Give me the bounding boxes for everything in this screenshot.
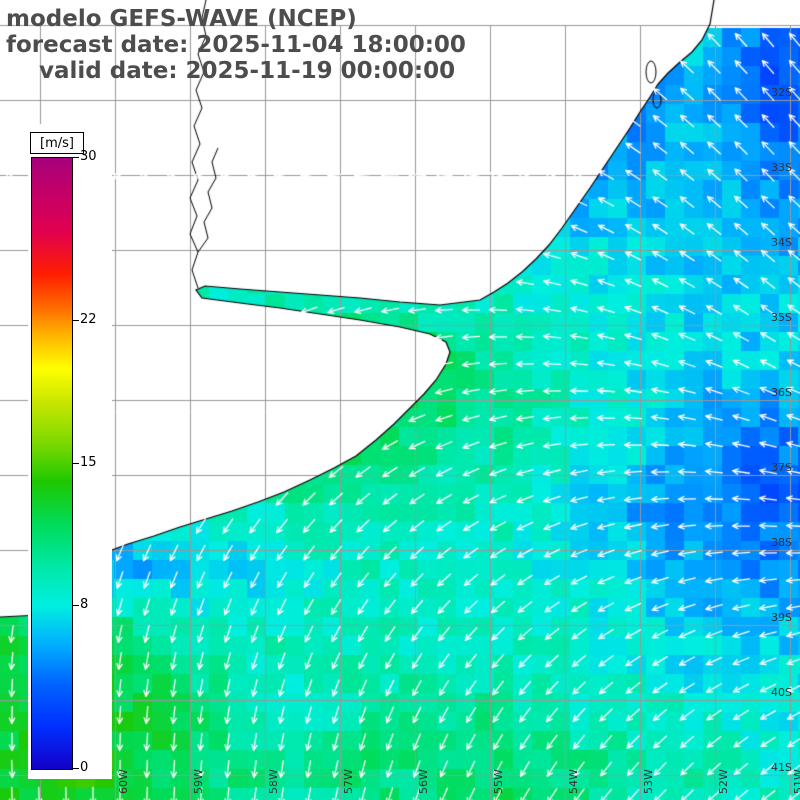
colorbar-tick-label: 15 [80,454,97,470]
colorbar-gradient [31,157,73,770]
colorbar-tick-mark [73,462,79,464]
colorbar-tick-mark [73,768,79,769]
colorbar-tick-mark [73,157,79,158]
colorbar-tick-label: 30 [80,149,97,164]
colorbar-tick-mark [73,605,79,607]
colorbar-unit-label: [m/s] [30,132,84,154]
colorbar-tick-label: 22 [80,311,97,327]
colorbar-tick-mark [73,319,79,321]
colorbar: [m/s] 30 22 15 8 0 [28,124,112,779]
colorbar-tick-label: 0 [80,760,89,775]
colorbar-tick-label: 8 [80,597,89,613]
